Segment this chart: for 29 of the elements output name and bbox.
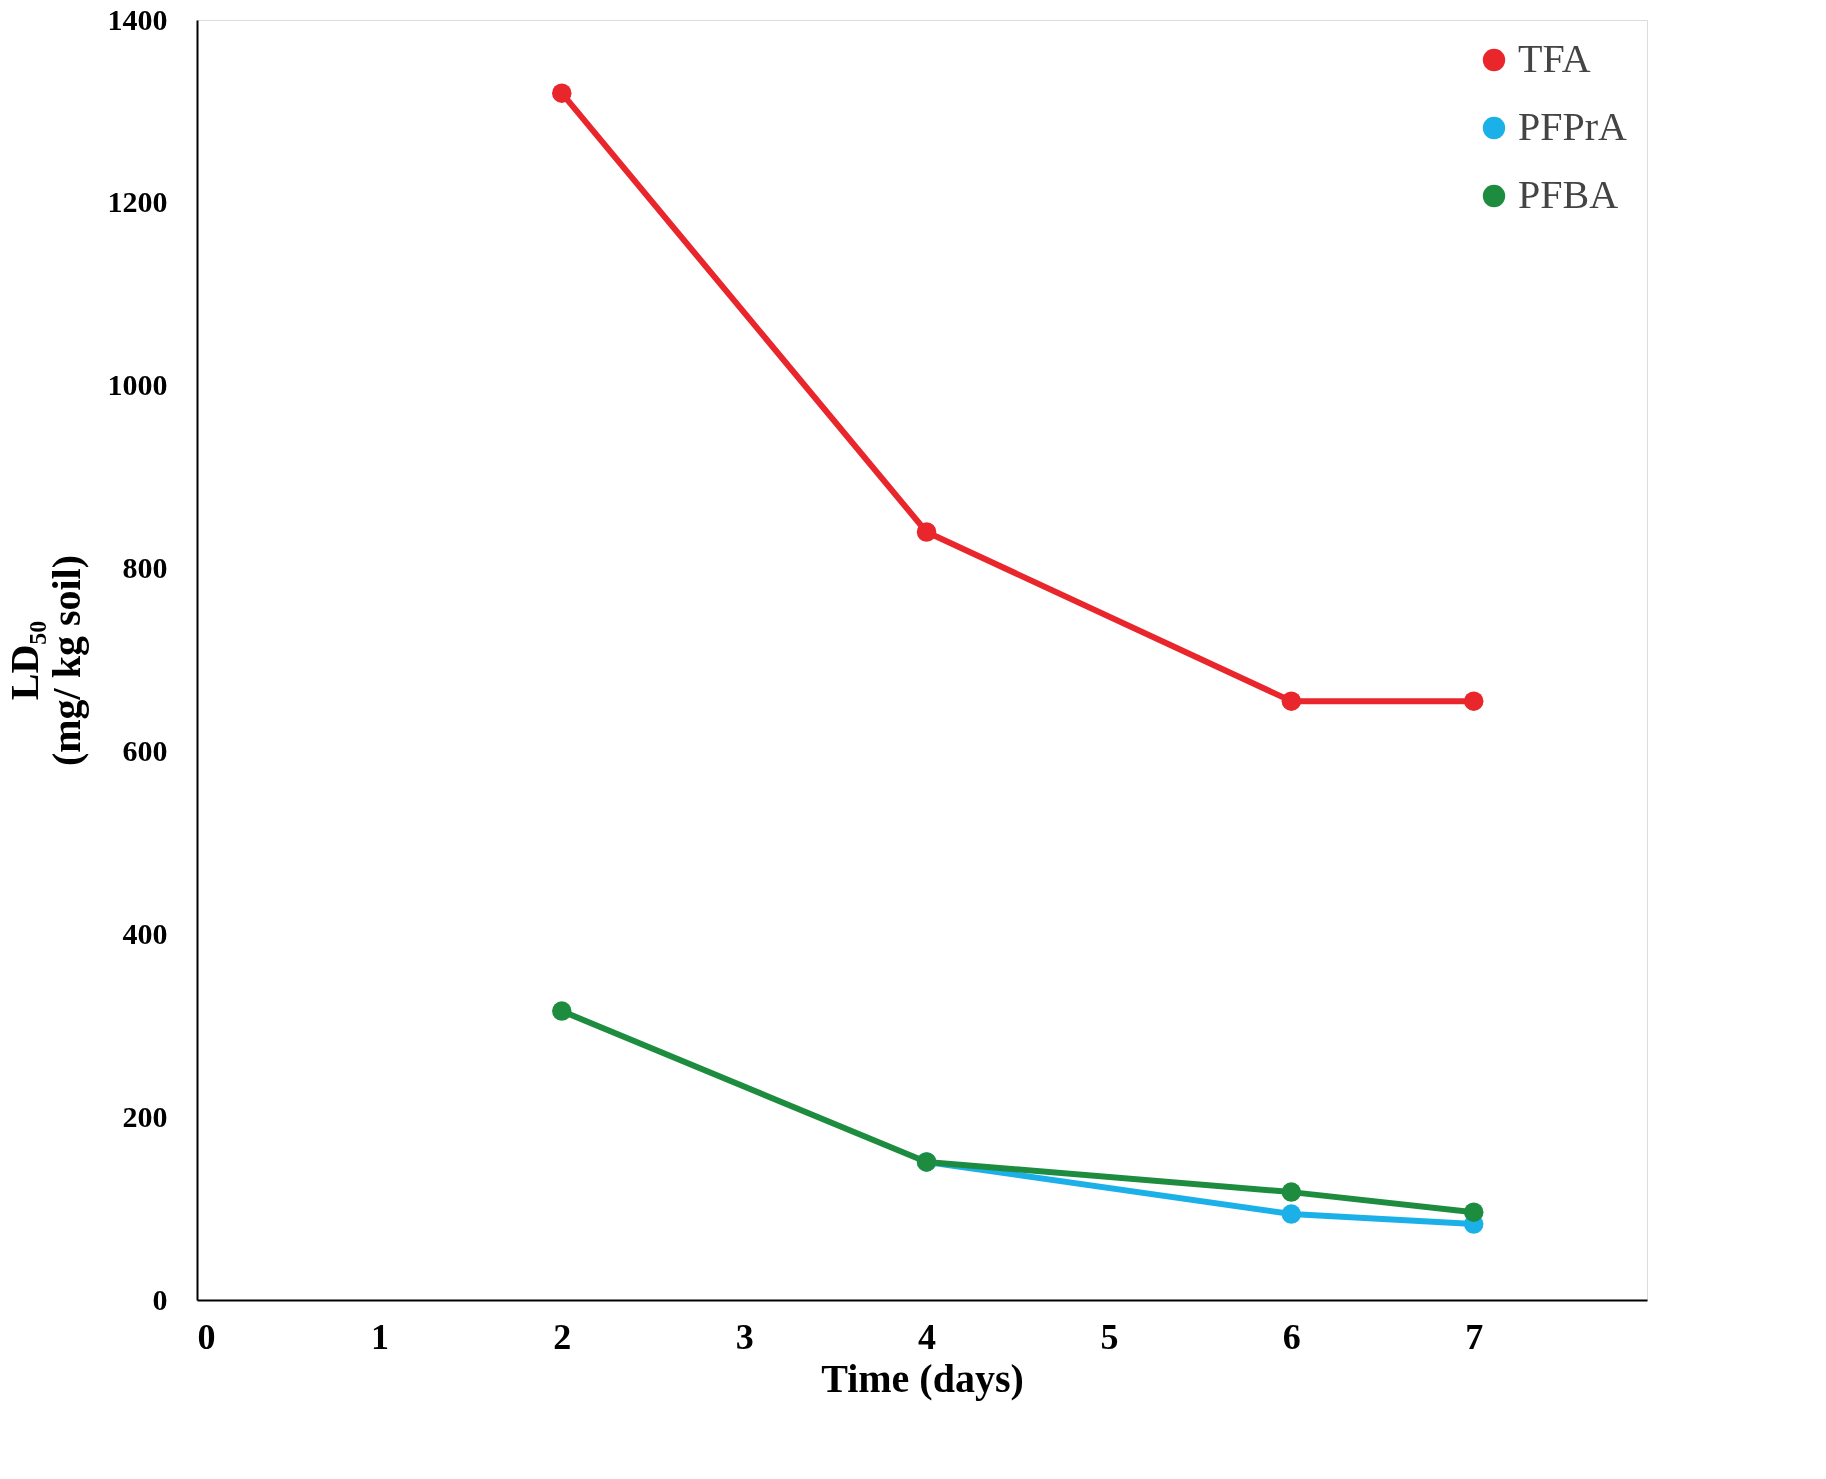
x-tick-label: 6 [1282,1316,1301,1357]
y-axis-title: LD₅₀ (mg/ kg soil) [1,554,89,767]
y-tick-label: 1000 [107,368,168,402]
point [916,522,937,542]
y-tick-label: 0 [152,1282,168,1316]
point [1463,1202,1484,1222]
point [1281,1182,1302,1202]
point [1281,1204,1302,1224]
y-tick-label: 200 [122,1099,168,1133]
x-tick-label: 7 [1465,1316,1484,1357]
x-tick-label: 2 [553,1316,572,1357]
y-tick-label: 1400 [107,2,168,36]
point [552,83,572,103]
x-tick-label: 1 [370,1316,389,1357]
legend-label: PFPrA [1518,104,1628,149]
legend-label: PFBA [1518,172,1619,217]
x-tick-label: 0 [197,1316,216,1357]
y-tick-label: 600 [122,733,168,767]
point [1463,691,1484,711]
y-tick-label: 1200 [107,185,168,219]
legend-label: TFA [1518,36,1591,81]
x-axis-title: Time (days) [821,1355,1024,1401]
point [1281,691,1302,711]
x-tick-label: 4 [918,1316,937,1357]
point [552,1001,572,1021]
y-tick-label: 800 [122,551,168,585]
x-tick-label: 3 [735,1316,754,1357]
x-tick-label: 5 [1100,1316,1119,1357]
y-tick-label: 400 [122,916,168,950]
